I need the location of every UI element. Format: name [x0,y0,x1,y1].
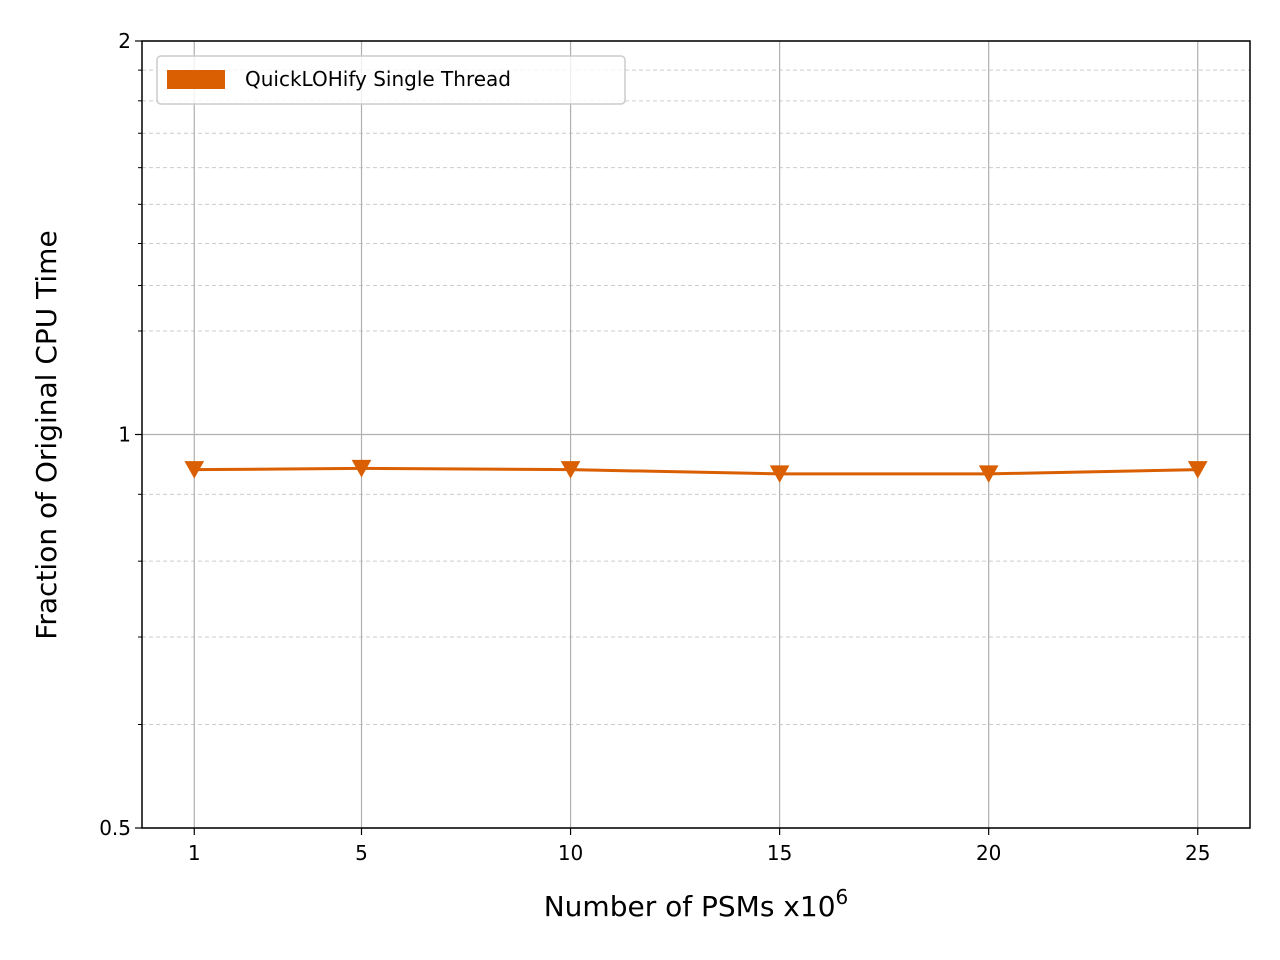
data-point-marker [184,461,205,479]
x-axis-title: Number of PSMs x106 [544,885,849,923]
y-tick-label: 2 [118,29,131,53]
data-point-marker [978,465,999,483]
grid-layer [142,40,1250,829]
data-point-marker [351,459,372,478]
series-layer [184,459,1208,483]
x-tick-label: 15 [767,841,792,865]
data-point-marker [560,461,581,479]
series-line [194,466,1198,476]
y-axis-title: Fraction of Original CPU Time [30,230,63,639]
legend-box [156,55,626,105]
legend-label: QuickLOHify Single Thread [245,67,511,91]
legend-swatch [167,70,225,89]
data-point-marker [1187,461,1208,479]
data-point-marker [769,465,790,483]
x-tick-label: 5 [355,841,368,865]
y-tick-label: 0.5 [99,816,131,840]
y-tick-label: 1 [118,423,131,447]
x-tick-label: 20 [976,841,1001,865]
x-tick-label: 1 [188,841,201,865]
x-tick-label: 25 [1185,841,1210,865]
x-tick-label: 10 [558,841,583,865]
legend: QuickLOHify Single Thread [156,55,626,105]
